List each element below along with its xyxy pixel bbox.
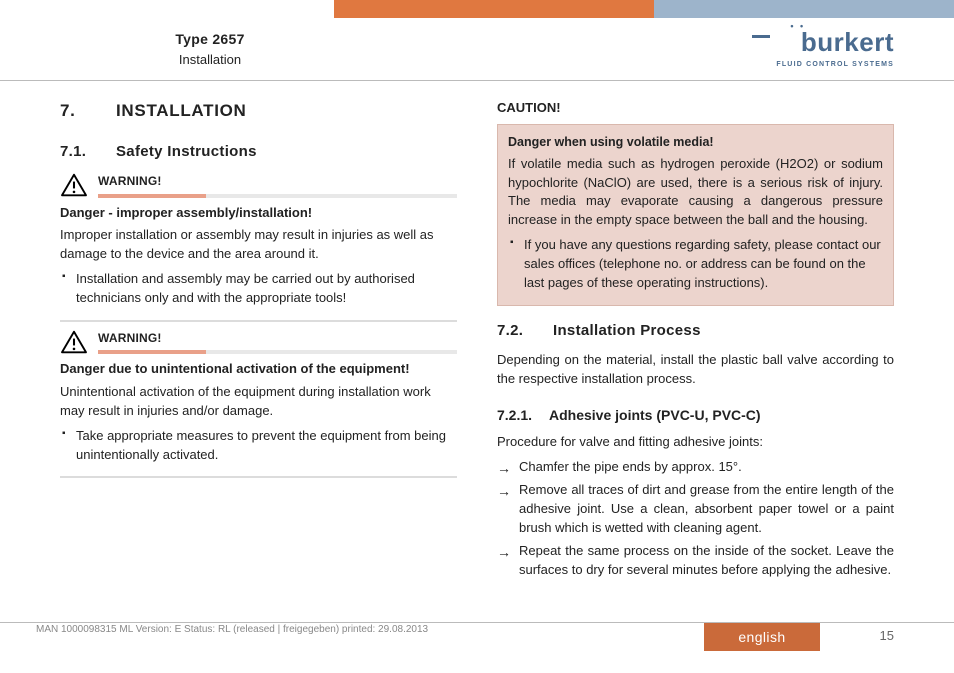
warning-2-bullet: Take appropriate measures to prevent the… [76,427,457,465]
heading-installation: 7.INSTALLATION [60,99,457,124]
page-body: 7.INSTALLATION 7.1.Safety Instructions W… [0,81,954,584]
left-column: 7.INSTALLATION 7.1.Safety Instructions W… [60,99,457,584]
warning-1-label: WARNING! [98,173,457,190]
caution-text: If volatile media such as hydrogen perox… [508,155,883,230]
warning-2-bold: Danger due to unintentional activation o… [60,360,457,379]
top-tabs [0,0,954,18]
caution-box: Danger when using volatile media! If vol… [497,124,894,306]
warning-2-header: WARNING! [60,330,457,354]
heading-adhesive: 7.2.1.Adhesive joints (PVC-U, PVC-C) [497,405,894,425]
header-title-block: Type 2657 Installation [60,29,360,70]
caution-bold: Danger when using volatile media! [508,133,883,151]
page-number: 15 [880,627,894,646]
heading-safety: 7.1.Safety Instructions [60,141,457,163]
logo-text: • •burkert [776,24,894,62]
warning-icon [60,173,88,197]
brand-logo: • •burkert FLUID CONTROL SYSTEMS [776,24,894,70]
warning-1-bold: Danger - improper assembly/installation! [60,204,457,223]
warning-1-header: WARNING! [60,173,457,197]
step-1: Chamfer the pipe ends by approx. 15°. [497,458,894,477]
warning-1-text: Improper installation or assembly may re… [60,226,457,264]
step-3: Repeat the same process on the inside of… [497,542,894,580]
warning-2-text: Unintentional activation of the equipmen… [60,383,457,421]
tab-orange [334,0,654,18]
procedure-steps: Chamfer the pipe ends by approx. 15°. Re… [497,458,894,579]
warning-1-bar [98,194,457,198]
heading-install-process: 7.2.Installation Process [497,320,894,342]
warning-2-box: Danger due to unintentional activation o… [60,354,457,478]
procedure-label: Procedure for valve and fitting adhesive… [497,433,894,452]
page-footer: english 15 [0,622,954,651]
caution-label: CAUTION! [497,99,894,118]
right-column: CAUTION! Danger when using volatile medi… [497,99,894,584]
doc-type: Type 2657 [60,29,360,49]
warning-2-bar [98,350,457,354]
step-2: Remove all traces of dirt and grease fro… [497,481,894,538]
warning-icon [60,330,88,354]
warning-1-box: Danger - improper assembly/installation!… [60,198,457,322]
tab-blue [654,0,954,18]
doc-section: Installation [60,51,360,70]
warning-1-bullet: Installation and assembly may be carried… [76,270,457,308]
install-intro: Depending on the material, install the p… [497,351,894,389]
language-badge: english [704,623,819,651]
warning-2-label: WARNING! [98,330,457,347]
caution-bullet: If you have any questions regarding safe… [524,236,883,293]
